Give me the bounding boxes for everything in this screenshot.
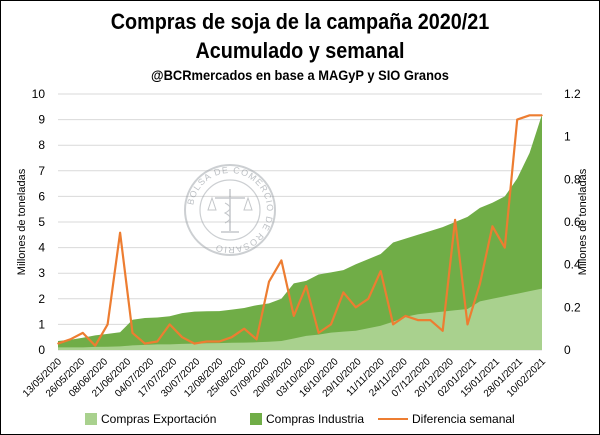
y-tick-label-left: 9 [38,113,45,127]
y-axis-right: 0 0.2 0.4 0.6 0.8 1 1.2 [564,87,581,357]
y-tick-label-left: 10 [32,87,46,101]
y-tick-label-left: 6 [38,189,45,203]
y-tick-label-right: 0.2 [564,300,581,314]
diferencia-point [479,283,481,285]
y-tick-label-right: 0.4 [564,258,581,272]
legend-label-industria: Compras Industria [266,412,364,426]
diferencia-point [280,259,283,262]
y-tick-label-left: 0 [38,343,45,357]
y-tick-label-left: 5 [38,215,45,229]
y-tick-label-right: 1.2 [564,87,581,101]
diferencia-point [454,219,456,221]
diferencia-point [392,323,394,326]
diferencia-point [404,315,407,317]
diferencia-point [466,323,469,326]
diferencia-point [429,319,432,321]
chart-title: Compras de soja de la campaña 2020/21 [110,9,490,34]
diferencia-point [193,342,196,345]
y-tick-label-right: 1 [564,130,571,144]
diferencia-point [305,285,308,287]
diferencia-point [417,319,419,321]
diferencia-point [119,231,121,234]
diferencia-point [367,298,370,300]
diferencia-point [230,336,233,339]
diferencia-point [441,330,444,332]
diferencia-point [218,340,221,343]
diferencia-point [156,340,159,343]
legend-label-diferencia: Diferencia semanal [412,412,515,426]
line-diferencia-semanal [57,114,542,347]
chart-source: @BCRmercados en base a MAGyP y SIO Grano… [151,67,449,83]
y-tick-label-left: 7 [38,164,45,178]
y-tick-label-left: 4 [38,241,45,255]
diferencia-point [106,323,109,326]
x-axis: 13/05/202026/05/202008/06/202021/06/2020… [21,356,548,399]
diferencia-point [243,327,245,330]
diferencia-point [491,225,494,228]
y-axis-left: 0 1 2 3 4 5 6 7 8 9 10 [32,87,46,357]
diferencia-point [206,340,208,343]
diferencia-point [144,342,146,345]
y-axis-right-label: Millones de toneladas [577,168,589,275]
diferencia-point [516,118,518,121]
diferencia-point [69,338,72,341]
y-tick-label-right: 0.8 [564,172,581,186]
y-tick-label-right: 0 [564,343,571,357]
diferencia-point [317,332,320,334]
diferencia-point [255,338,258,341]
area-compras-industria [58,114,542,350]
y-tick-label-left: 8 [38,138,45,152]
diferencia-point [355,306,357,309]
diferencia-point [379,270,382,272]
diferencia-point [528,114,531,117]
legend-label-exportacion: Compras Exportación [101,412,216,426]
diferencia-point [293,315,295,317]
diferencia-point [541,114,543,117]
diferencia-point [94,344,96,347]
diferencia-points [57,114,543,347]
y-tick-label-right: 0.6 [564,215,581,229]
diferencia-point [504,246,506,249]
watermark-seal: BOLSA DE COMERCIO DE ROSARIO [184,164,276,256]
y-axis-left-label: Millones de toneladas [16,168,28,275]
legend-swatch-exportacion [85,413,97,425]
y-tick-label-left: 1 [38,317,45,331]
legend-swatch-industria [250,413,262,425]
diferencia-point [268,280,270,283]
diferencia-point [131,332,134,334]
diferencia-point [82,332,84,334]
y-tick-label-left: 2 [38,292,45,306]
diferencia-point [342,291,345,294]
diferencia-point [168,323,171,326]
y-tick-label-left: 3 [38,266,45,280]
diferencia-point [330,323,332,326]
area-compras-exportacion [58,288,542,350]
diferencia-point [181,336,183,339]
diferencia-point [57,342,59,345]
chart-subtitle: Acumulado y semanal [195,38,405,63]
legend: Compras Exportación Compras Industria Di… [85,412,515,426]
